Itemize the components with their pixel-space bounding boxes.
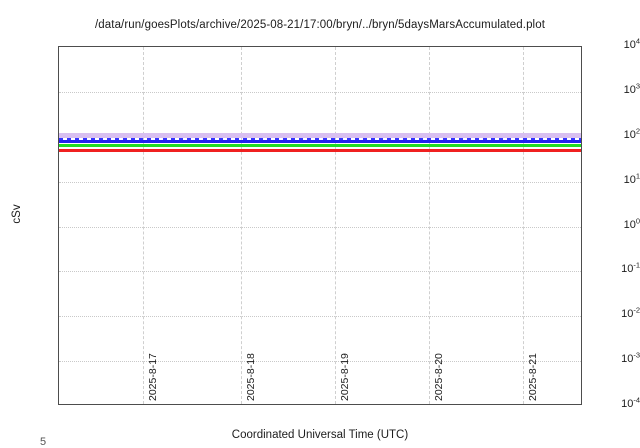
gridline-horizontal — [59, 226, 581, 228]
series-solid-blue — [59, 139, 581, 143]
gridlines — [59, 47, 581, 404]
plot-area — [58, 46, 582, 405]
y-axis-tick-label: 10-3 — [621, 350, 640, 366]
x-axis-tick-label: 2025-8-17 — [147, 353, 159, 401]
series-lines — [59, 47, 581, 404]
y-axis-tick-label: 101 — [623, 170, 640, 186]
y-axis-tick-label: 10-2 — [621, 305, 640, 321]
gridline-horizontal — [59, 91, 581, 93]
series-dashed-blue — [59, 137, 581, 141]
gridline-vertical — [143, 47, 144, 404]
y-axis-tick-label: 103 — [623, 81, 640, 96]
gridline-horizontal — [59, 361, 581, 363]
y-axis-label: cSv — [11, 204, 23, 224]
x-axis-tick-label: 2025-8-20 — [433, 353, 445, 401]
clipped-bottom-glyph: 5 — [39, 437, 47, 448]
y-axis-tick-label: 10-4 — [621, 395, 640, 410]
gridline-vertical — [241, 47, 242, 404]
x-axis-label: Coordinated Universal Time (UTC) — [231, 429, 409, 441]
gridline-horizontal — [59, 316, 581, 318]
y-axis-tick-label: 100 — [623, 215, 640, 231]
gridline-vertical — [429, 47, 430, 404]
y-axis-tick-label: 104 — [623, 36, 640, 51]
gridline-vertical — [335, 47, 336, 404]
series-solid-red — [59, 148, 581, 152]
gridline-horizontal — [59, 271, 581, 273]
x-axis-tick-label: 2025-8-18 — [245, 353, 257, 401]
x-axis-tick-label: 2025-8-21 — [527, 353, 539, 401]
page-title: /data/run/goesPlots/archive/2025-08-21/1… — [94, 19, 546, 31]
gridline-horizontal — [59, 136, 581, 138]
series-band-upper — [59, 133, 581, 138]
gridline-vertical — [523, 47, 524, 404]
gridline-horizontal — [59, 181, 581, 183]
x-axis-tick-label: 2025-8-19 — [339, 353, 351, 401]
y-axis-tick-label: 10-1 — [621, 260, 640, 276]
y-axis-tick-label: 102 — [623, 126, 640, 141]
series-solid-green — [59, 143, 581, 147]
